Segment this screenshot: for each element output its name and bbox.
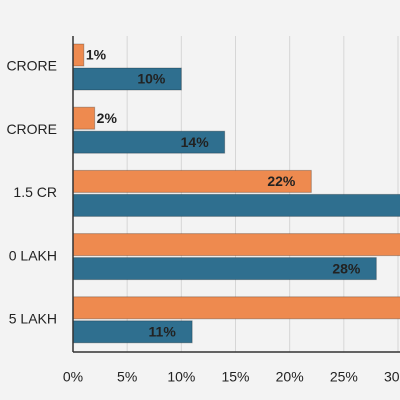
x-tick-label: 25% xyxy=(330,369,358,385)
y-tick-label: 0 LAKH xyxy=(9,247,57,263)
bar xyxy=(72,193,400,217)
y-tick-label: CRORE xyxy=(6,58,57,74)
x-tick-label: 30% xyxy=(384,369,400,385)
value-label: 28% xyxy=(332,260,361,276)
x-tick-label: 20% xyxy=(276,369,304,385)
bar xyxy=(72,296,400,320)
bar xyxy=(72,106,96,130)
y-tick-label: 1.5 CR xyxy=(13,184,57,200)
bar xyxy=(72,233,400,257)
value-label: 11% xyxy=(149,324,177,340)
value-label: 1% xyxy=(86,47,107,63)
x-tick-label: 5% xyxy=(117,369,137,385)
value-label: 2% xyxy=(97,110,118,126)
x-tick-label: 10% xyxy=(167,369,195,385)
x-tick-label: 15% xyxy=(221,369,249,385)
y-tick-label: CRORE xyxy=(6,121,57,137)
value-label: 22% xyxy=(267,173,296,189)
x-tick-label: 0% xyxy=(63,369,83,385)
value-label: 14% xyxy=(181,134,210,150)
bar xyxy=(72,43,85,67)
bar xyxy=(72,257,377,281)
y-tick-label: 5 LAKH xyxy=(9,311,57,327)
value-label: 10% xyxy=(137,71,166,87)
